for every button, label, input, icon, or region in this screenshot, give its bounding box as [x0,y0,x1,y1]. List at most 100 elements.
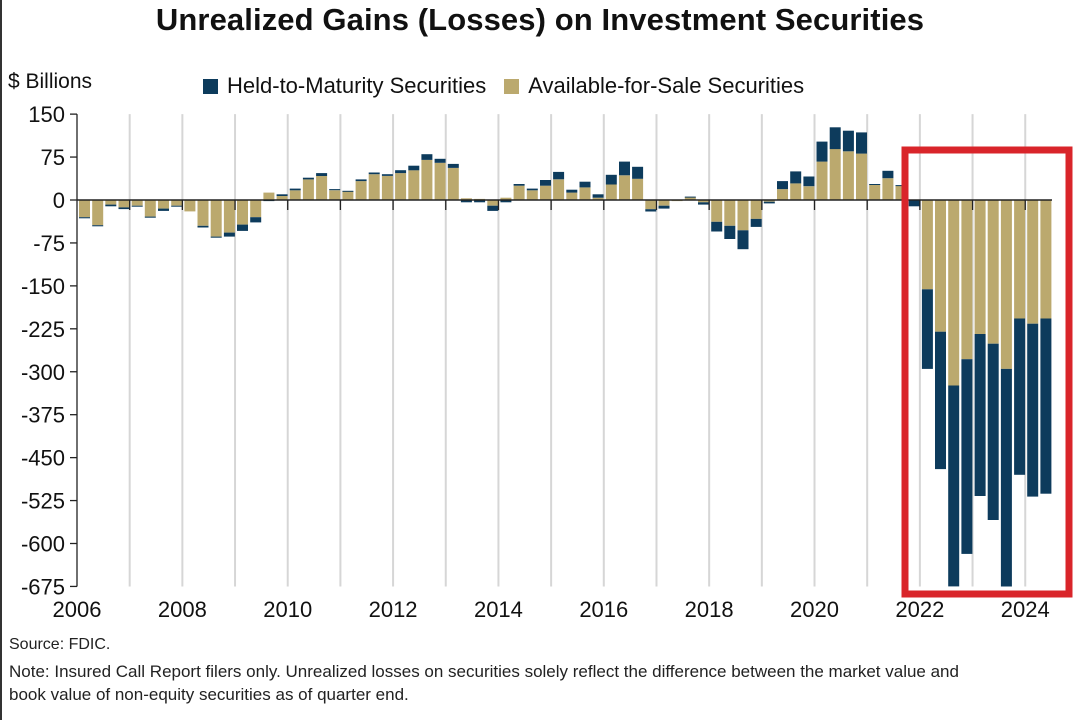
bar-htm-2013Q2 [460,200,472,203]
bar-htm-2021Q2 [882,170,894,179]
bar-afs-2021Q1 [869,184,881,200]
bar-htm-2009Q4 [276,194,288,196]
bars [79,127,1052,587]
bar-afs-2020Q3 [842,151,854,200]
bar-htm-2014Q2 [513,184,525,186]
bar-htm-2006Q3 [105,204,117,207]
bar-afs-2018Q1 [711,200,723,222]
bar-htm-2016Q1 [605,174,617,185]
bar-afs-2023Q3 [1000,200,1012,369]
bar-htm-2010Q1 [289,188,301,191]
bar-afs-2009Q1 [237,200,248,225]
bar-afs-2007Q2 [144,200,156,217]
y-tick-label: -225 [21,317,65,342]
bar-htm-2020Q1 [816,141,828,162]
bar-htm-2011Q2 [355,179,367,182]
bar-afs-2015Q3 [579,187,591,200]
bar-afs-2023Q2 [987,200,999,344]
x-tick-label: 2010 [263,597,312,622]
bar-afs-2019Q1 [763,200,775,202]
bar-htm-2019Q2 [777,181,788,190]
y-tick-label: -300 [21,360,65,385]
bar-afs-2012Q3 [421,159,433,200]
bar-afs-2009Q4 [276,196,288,200]
highlight-box [901,146,1073,598]
y-tick-label: 0 [53,188,65,213]
bar-htm-2015Q1 [553,171,565,180]
y-tick-labels: 150 75 0 -75 -150 -225 -300 -375 -450 -525 -600 -67… [21,102,77,599]
bar-afs-2008Q2 [197,200,209,226]
bar-afs-2020Q2 [829,149,841,200]
bar-afs-2011Q4 [381,176,393,200]
y-axis-unit-label: $ Billions [8,70,93,93]
bar-htm-2022Q4 [961,359,973,554]
x-tick-labels: 2006 2008 2010 2012 2014 2016 2018 2020 2022 2024 [53,597,1050,622]
bar-afs-2010Q2 [302,179,314,200]
bar-htm-2021Q3 [895,185,907,187]
bar-htm-2013Q1 [447,163,459,168]
y-tick-label: -150 [21,274,65,299]
bar-htm-2011Q4 [381,174,393,176]
bar-afs-2008Q1 [184,200,196,212]
chart-title: Unrealized Gains (Losses) on Investment … [155,2,925,37]
bar-afs-2021Q3 [895,185,907,200]
bar-htm-2018Q3 [737,230,749,250]
bar-afs-2018Q3 [737,200,749,231]
legend-item-htm: Held-to-Maturity Securities [203,73,486,99]
bar-htm-2014Q1 [500,200,512,203]
bar-htm-2020Q3 [842,130,854,152]
bar-htm-2012Q3 [421,154,433,160]
bar-afs-2019Q4 [803,186,815,200]
bar-htm-2023Q2 [987,343,999,520]
bar-htm-2021Q4 [908,200,920,207]
bar-afs-2015Q4 [592,197,604,200]
bar-htm-2018Q4 [750,218,762,227]
bar-htm-2008Q4 [223,232,235,237]
bar-afs-2007Q3 [158,200,169,209]
bar-htm-2008Q2 [197,225,209,228]
bar-htm-2018Q1 [711,221,723,232]
y-tick-label: -75 [33,231,65,256]
bar-htm-2015Q4 [592,194,604,198]
bar-htm-2009Q2 [250,217,262,223]
bar-afs-2011Q1 [342,191,354,200]
bar-afs-2014Q3 [526,190,538,200]
x-tick-label: 2020 [790,597,839,622]
bar-htm-2010Q4 [329,189,341,191]
bar-htm-2010Q3 [316,173,328,176]
bar-htm-2006Q2 [92,225,104,227]
bar-afs-2006Q2 [92,200,104,226]
bar-htm-2020Q2 [829,127,841,150]
y-tick-label: -450 [21,446,65,471]
note-text: Note: Insured Call Report filers only. U… [9,662,959,704]
source-text: Source: FDIC. [9,636,111,653]
bar-afs-2023Q4 [1014,200,1026,319]
legend: Held-to-Maturity Securities Available-fo… [203,73,822,99]
bar-htm-2014Q3 [526,188,538,191]
bar-afs-2008Q4 [223,200,235,233]
bar-afs-2016Q2 [619,175,630,200]
x-tick-label: 2016 [579,597,628,622]
bar-htm-2019Q1 [763,201,775,204]
bar-afs-2020Q1 [816,161,828,200]
bar-afs-2006Q4 [118,200,130,208]
x-tick-label: 2024 [1001,597,1050,622]
x-tick-label: 2008 [158,597,207,622]
bar-htm-2013Q4 [487,205,499,211]
y-tick-label: 150 [28,102,65,127]
bar-htm-2023Q3 [1000,368,1012,587]
bar-afs-2022Q2 [935,200,946,332]
bar-afs-2013Q1 [447,167,459,200]
bar-afs-2015Q1 [553,179,565,200]
bar-htm-2020Q4 [856,132,867,154]
bar-htm-2018Q2 [724,225,736,239]
y-tick-label: -675 [21,574,65,599]
bar-htm-2023Q4 [1014,318,1026,475]
bar-htm-2012Q2 [408,165,420,171]
bar-htm-2007Q2 [144,216,156,218]
axes [76,114,1052,587]
bar-htm-2010Q2 [302,177,314,180]
bar-htm-2011Q1 [342,190,354,192]
bar-afs-2024Q1 [1027,200,1039,324]
